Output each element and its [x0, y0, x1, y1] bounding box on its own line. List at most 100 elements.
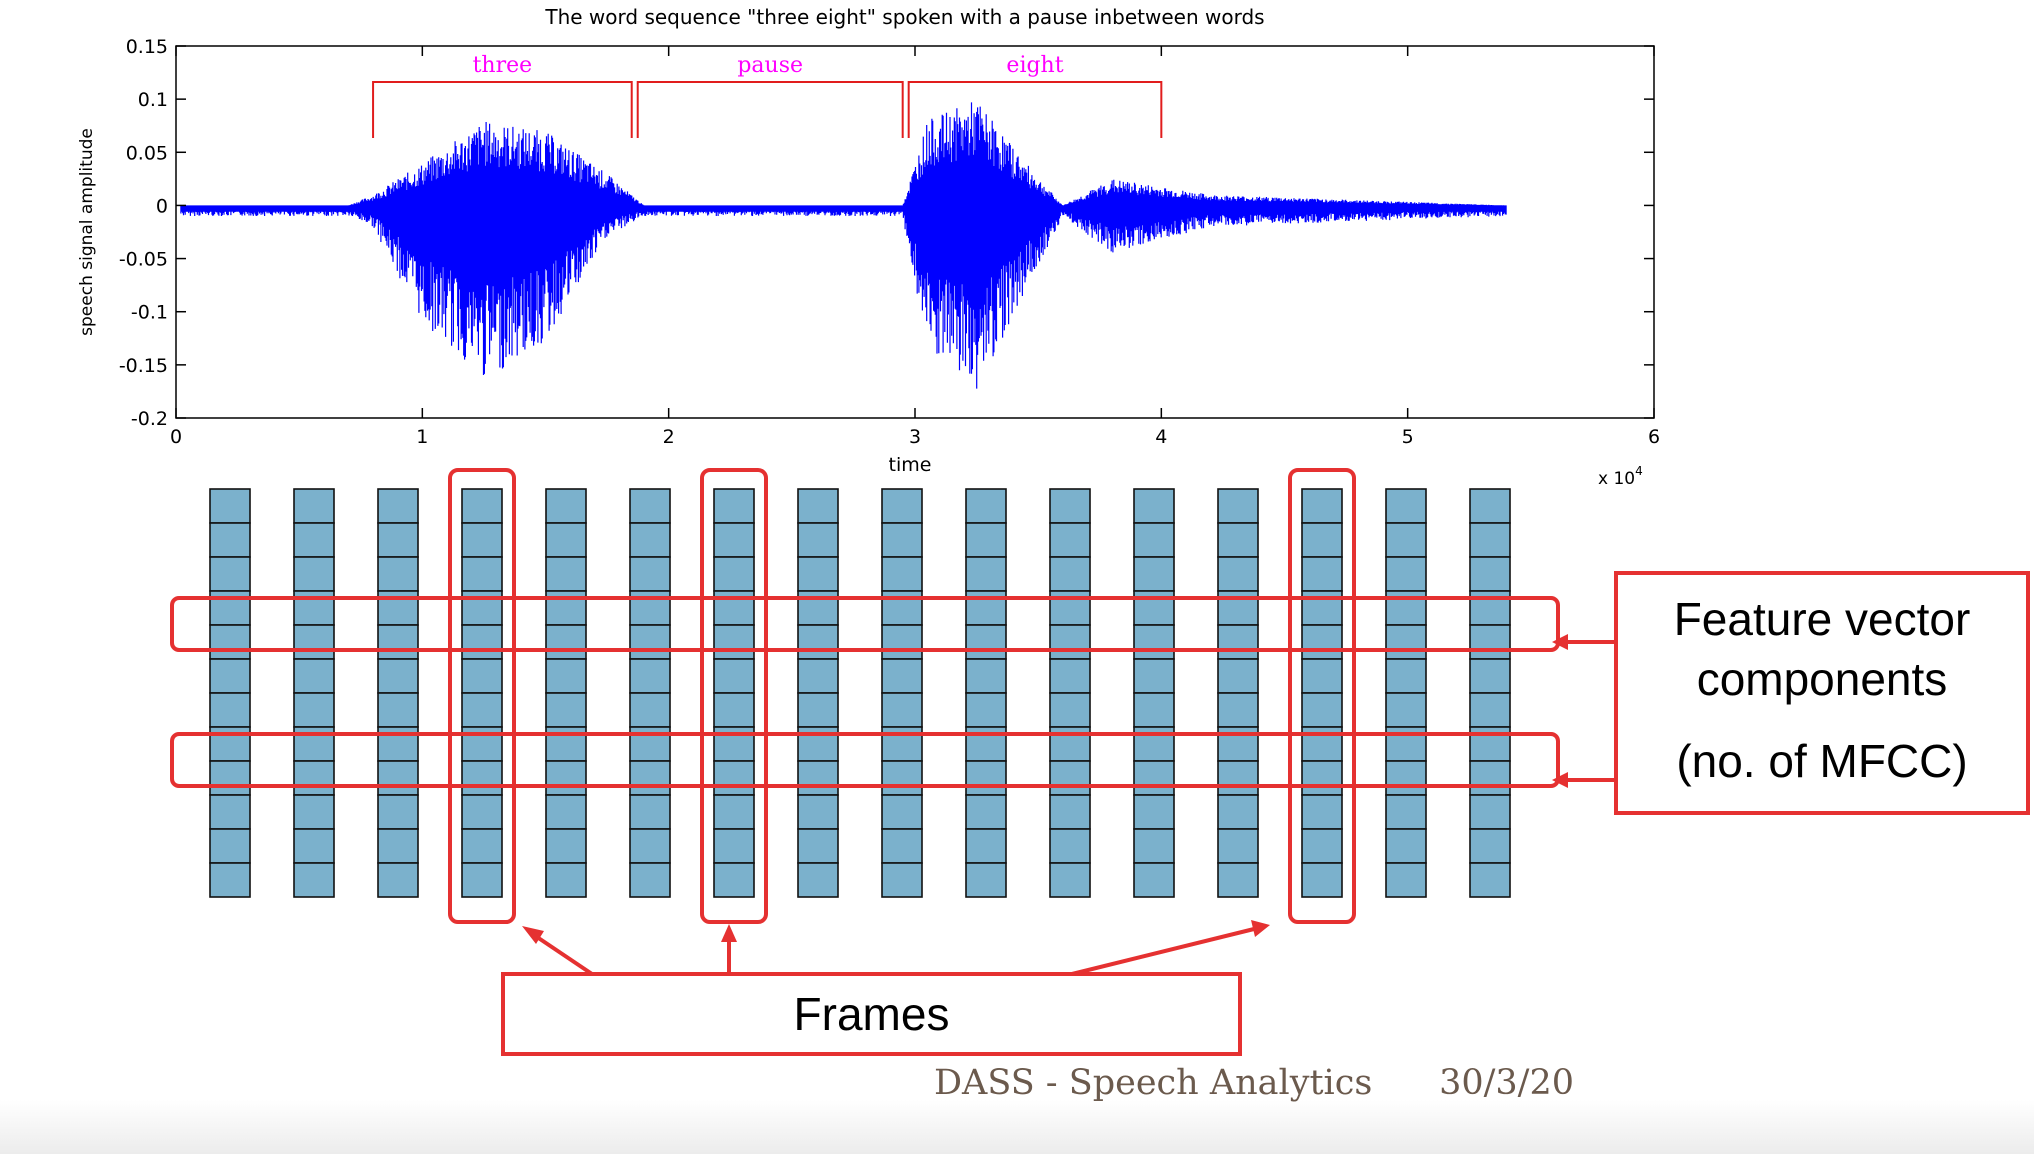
- mfcc-cell: [881, 828, 923, 864]
- mfcc-cell: [1469, 828, 1511, 864]
- mfcc-cell: [377, 624, 419, 660]
- mfcc-cell: [629, 624, 671, 660]
- mfcc-cell: [965, 760, 1007, 796]
- mfcc-cell: [797, 522, 839, 558]
- mfcc-cell: [293, 760, 335, 796]
- mfcc-cell: [797, 794, 839, 830]
- waveform-plot: The word sequence "three eight" spoken w…: [77, 5, 1660, 489]
- mfcc-cell: [1217, 828, 1259, 864]
- mfcc-cell: [881, 692, 923, 728]
- mfcc-cell: [377, 828, 419, 864]
- mfcc-cell: [1385, 522, 1427, 558]
- mfcc-cell: [293, 828, 335, 864]
- mfcc-cell: [1301, 760, 1343, 796]
- mfcc-cell: [1049, 624, 1091, 660]
- mfcc-cell: [797, 760, 839, 796]
- mfcc-cell: [965, 828, 1007, 864]
- mfcc-cell: [293, 556, 335, 592]
- mfcc-cell: [377, 794, 419, 830]
- mfcc-cell: [461, 760, 503, 796]
- mfcc-cell: [1301, 862, 1343, 898]
- segment-bracket-pause: [636, 81, 904, 138]
- frame-highlight: [1288, 468, 1356, 924]
- segment-bracket-eight: [907, 81, 1163, 138]
- mfcc-cell: [1217, 488, 1259, 524]
- frames-arrowhead-middle: [721, 924, 737, 942]
- mfcc-cell: [881, 488, 923, 524]
- feature-arrowhead-top: [1552, 634, 1568, 650]
- mfcc-cell: [209, 760, 251, 796]
- mfcc-cell: [1385, 624, 1427, 660]
- mfcc-cell: [1385, 760, 1427, 796]
- x-tick-label: 3: [909, 426, 921, 448]
- mfcc-cell: [965, 692, 1007, 728]
- mfcc-cell: [293, 692, 335, 728]
- frame-column: [1133, 488, 1175, 898]
- mfcc-cell: [545, 760, 587, 796]
- mfcc-cell: [1133, 760, 1175, 796]
- feature-label-line3: (no. of MFCC): [1676, 735, 1968, 787]
- slide-bottom-shade: [0, 1100, 2034, 1154]
- mfcc-cell: [797, 862, 839, 898]
- y-tick-label: 0: [156, 195, 168, 217]
- mfcc-cell: [713, 862, 755, 898]
- highlight-boxes: [170, 468, 1560, 924]
- feature-vector-label: Feature vector components (no. of MFCC): [1616, 589, 2028, 791]
- mfcc-cell: [461, 522, 503, 558]
- mfcc-cell: [1049, 658, 1091, 694]
- mfcc-cell: [545, 488, 587, 524]
- mfcc-cell: [293, 794, 335, 830]
- mfcc-cell: [965, 556, 1007, 592]
- mfcc-cell: [1049, 692, 1091, 728]
- mfcc-cell: [545, 556, 587, 592]
- segment-label-eight: eight: [1006, 53, 1063, 78]
- mfcc-cell: [461, 624, 503, 660]
- frame-column: [797, 488, 839, 898]
- y-axis-label: speech signal amplitude: [77, 128, 97, 336]
- mfcc-cell: [461, 692, 503, 728]
- mfcc-cell: [1469, 794, 1511, 830]
- mfcc-cell: [965, 522, 1007, 558]
- mfcc-cell: [545, 862, 587, 898]
- mfcc-cell: [209, 624, 251, 660]
- mfcc-frame-grid: [209, 488, 1511, 898]
- mfcc-cell: [1217, 556, 1259, 592]
- y-tick-label: -0.15: [119, 355, 168, 377]
- y-tick-label: 0.05: [126, 142, 168, 164]
- mfcc-cell: [377, 488, 419, 524]
- frame-column: [1217, 488, 1259, 898]
- mfcc-cell: [1133, 488, 1175, 524]
- mfcc-cell: [209, 828, 251, 864]
- mfcc-cell: [713, 692, 755, 728]
- mfcc-cell: [629, 760, 671, 796]
- mfcc-cell: [797, 556, 839, 592]
- x-tick-label: 6: [1648, 426, 1660, 448]
- x-axis-ticks: 0 1 2 3 4 5 6: [170, 46, 1660, 448]
- frame-column: [461, 488, 503, 898]
- feature-label-line1: Feature vector: [1673, 593, 1971, 645]
- mfcc-cell: [461, 794, 503, 830]
- mfcc-cell: [377, 556, 419, 592]
- plot-title: The word sequence "three eight" spoken w…: [544, 5, 1264, 29]
- mfcc-cell: [209, 862, 251, 898]
- mfcc-cell: [545, 692, 587, 728]
- mfcc-cell: [293, 658, 335, 694]
- frame-column: [1469, 488, 1511, 898]
- mfcc-cell: [797, 658, 839, 694]
- mfcc-cell: [881, 624, 923, 660]
- mfcc-cell: [629, 862, 671, 898]
- frames-arrowhead-right: [1251, 920, 1270, 937]
- mfcc-cell: [797, 488, 839, 524]
- mfcc-cell: [461, 828, 503, 864]
- mfcc-cell: [881, 522, 923, 558]
- mfcc-cell: [1133, 692, 1175, 728]
- mfcc-cell: [1133, 522, 1175, 558]
- mfcc-cell: [209, 658, 251, 694]
- mfcc-cell: [461, 862, 503, 898]
- mfcc-cell: [1133, 658, 1175, 694]
- segment-brackets: three pause eight: [372, 53, 1163, 138]
- segment-label-three: three: [473, 53, 533, 78]
- mfcc-cell: [545, 624, 587, 660]
- mfcc-cell: [1469, 760, 1511, 796]
- x-tick-label: 4: [1155, 426, 1167, 448]
